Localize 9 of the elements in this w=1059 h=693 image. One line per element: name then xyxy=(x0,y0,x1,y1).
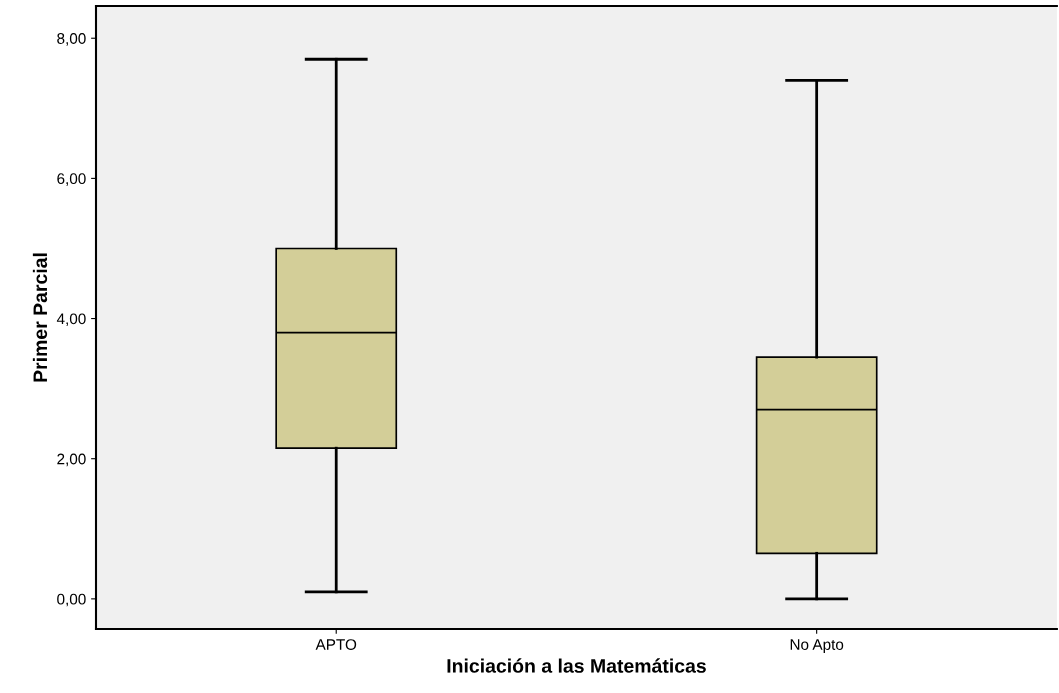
y-tick-label: 2,00 xyxy=(57,453,86,467)
x-tick-label: APTO xyxy=(315,639,357,650)
y-tick-label: 6,00 xyxy=(57,173,86,186)
y-axis-title: Primer Parcial xyxy=(32,253,48,382)
y-tick-label: 8,00 xyxy=(57,33,86,46)
x-axis-title: Iniciación a las Matemáticas xyxy=(447,658,706,673)
x-tick-label: No Apto xyxy=(790,639,844,653)
y-tick-label: 0,00 xyxy=(57,593,86,607)
y-tick-label: 4,00 xyxy=(56,313,86,327)
